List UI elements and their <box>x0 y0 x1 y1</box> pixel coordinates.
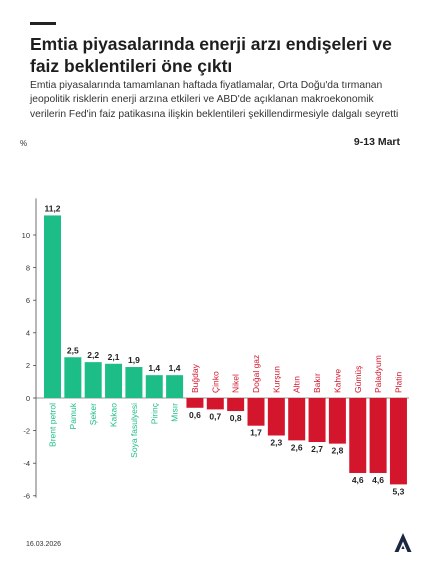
bar-value-label: 0,7 <box>209 411 221 421</box>
bar-value-label: 2,8 <box>331 446 343 456</box>
y-tick-label: 4 <box>26 329 30 338</box>
bar-value-label: 2,6 <box>291 442 303 452</box>
bar-value-label: 4,6 <box>372 475 384 485</box>
bar <box>369 398 387 473</box>
category-label: Platin <box>393 371 403 393</box>
category-label: Soya fasulyesi <box>129 403 139 458</box>
bar-value-label: 2,5 <box>67 345 79 355</box>
category-label: Pirinç <box>149 402 159 424</box>
bar <box>84 362 102 398</box>
bar <box>186 398 204 408</box>
category-label: Bakır <box>312 373 322 393</box>
bar <box>308 398 326 443</box>
category-label: Pamuk <box>68 402 78 429</box>
bar <box>125 367 143 398</box>
bar-value-label: 2,2 <box>87 350 99 360</box>
bar-value-label: 4,6 <box>352 475 364 485</box>
category-label: Gümüş <box>353 366 363 393</box>
y-tick-label: -4 <box>23 459 30 468</box>
bar <box>247 398 265 426</box>
y-tick-label: 10 <box>22 231 30 240</box>
page-title: Emtia piyasalarında enerji arzı endişele… <box>30 34 392 76</box>
bar <box>64 357 82 398</box>
category-label: Nikel <box>231 374 241 393</box>
bar-value-label: 0,8 <box>230 413 242 423</box>
page-subtitle: Emtia piyasalarında tamamlanan haftada f… <box>30 80 399 120</box>
bar <box>145 375 163 398</box>
y-tick-label: 0 <box>26 394 30 403</box>
category-label: Kahve <box>332 369 342 393</box>
category-label: Doğal gaz <box>251 355 261 393</box>
bar <box>288 398 306 441</box>
bar-value-label: 1,7 <box>250 428 262 438</box>
y-tick-label: -6 <box>23 492 30 501</box>
category-label: Paladyum <box>373 355 383 393</box>
y-tick-label: -2 <box>23 426 30 435</box>
category-label: Buğday <box>190 363 200 393</box>
bar-value-label: 11,2 <box>44 203 60 213</box>
bar <box>328 398 346 444</box>
bar-value-label: 1,9 <box>128 355 140 365</box>
bar <box>389 398 407 485</box>
bar <box>349 398 367 473</box>
category-label: Brent petrol <box>48 403 58 447</box>
aa-logo-icon <box>394 533 412 552</box>
header-accent-bar <box>30 22 56 25</box>
y-axis-label: % <box>20 139 27 148</box>
bar <box>44 215 61 398</box>
period-label: 9-13 Mart <box>353 136 400 148</box>
bar-value-label: 2,3 <box>270 437 282 447</box>
bar-value-label: 0,6 <box>189 410 201 420</box>
y-tick-label: 2 <box>26 361 30 370</box>
category-label: Mısır <box>170 403 180 422</box>
bar-value-label: 1,4 <box>169 363 181 373</box>
footer-date: 16.03.2026 <box>26 541 62 548</box>
category-label: Altın <box>292 376 302 393</box>
bar <box>166 375 184 398</box>
bar <box>105 363 123 398</box>
category-label: Şeker <box>88 403 98 425</box>
bar-value-label: 2,1 <box>108 352 120 362</box>
y-tick-label: 8 <box>26 263 30 272</box>
bar-value-label: 5,3 <box>393 486 405 496</box>
bar-value-label: 1,4 <box>148 363 160 373</box>
bar <box>267 398 285 436</box>
bar <box>206 398 224 410</box>
category-label: Kurşun <box>271 366 281 393</box>
category-label: Çinko <box>210 371 220 393</box>
bar <box>227 398 245 412</box>
y-tick-label: 6 <box>26 296 30 305</box>
category-label: Kakao <box>109 403 119 427</box>
bar-value-label: 2,7 <box>311 444 323 454</box>
